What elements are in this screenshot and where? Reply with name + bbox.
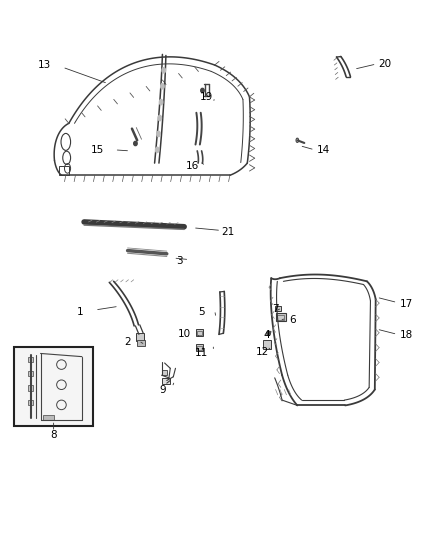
Bar bbox=[28, 385, 33, 391]
Bar bbox=[262, 340, 271, 349]
Bar bbox=[59, 166, 69, 175]
Text: 16: 16 bbox=[186, 161, 200, 171]
Text: 9: 9 bbox=[159, 384, 166, 394]
Text: 13: 13 bbox=[38, 60, 52, 70]
Bar bbox=[196, 344, 203, 351]
Text: 7: 7 bbox=[272, 304, 279, 314]
Text: 21: 21 bbox=[221, 227, 234, 237]
Ellipse shape bbox=[158, 115, 162, 120]
Circle shape bbox=[134, 141, 137, 146]
Ellipse shape bbox=[159, 100, 163, 105]
Circle shape bbox=[201, 88, 204, 93]
Bar bbox=[43, 415, 53, 420]
Text: 10: 10 bbox=[178, 329, 191, 340]
Ellipse shape bbox=[155, 147, 159, 152]
Ellipse shape bbox=[162, 68, 166, 73]
Text: 5: 5 bbox=[198, 306, 205, 317]
Bar bbox=[197, 331, 201, 335]
Text: 6: 6 bbox=[290, 314, 296, 325]
Text: 8: 8 bbox=[50, 430, 57, 440]
Text: 17: 17 bbox=[399, 298, 413, 309]
Ellipse shape bbox=[161, 84, 164, 89]
Text: 3: 3 bbox=[177, 256, 183, 266]
Bar bbox=[28, 357, 33, 362]
Bar bbox=[197, 346, 201, 350]
Bar bbox=[137, 340, 145, 346]
Bar bbox=[196, 329, 203, 336]
Circle shape bbox=[267, 331, 270, 335]
Text: 4: 4 bbox=[264, 330, 270, 341]
Text: 15: 15 bbox=[91, 145, 104, 155]
Bar bbox=[14, 347, 93, 425]
Bar bbox=[162, 370, 167, 375]
Text: 20: 20 bbox=[378, 59, 391, 69]
Text: 18: 18 bbox=[399, 330, 413, 341]
Ellipse shape bbox=[157, 131, 160, 136]
Bar bbox=[136, 333, 144, 341]
Bar bbox=[275, 306, 281, 311]
Text: 1: 1 bbox=[76, 306, 83, 317]
Bar bbox=[28, 371, 33, 376]
Text: 19: 19 bbox=[199, 92, 212, 102]
Bar bbox=[276, 313, 286, 321]
Text: 14: 14 bbox=[317, 145, 330, 155]
Bar bbox=[162, 378, 170, 384]
Text: 2: 2 bbox=[124, 337, 131, 347]
Text: 12: 12 bbox=[256, 348, 269, 358]
Bar bbox=[28, 400, 33, 405]
Bar bbox=[277, 315, 284, 320]
Text: 11: 11 bbox=[195, 349, 208, 359]
